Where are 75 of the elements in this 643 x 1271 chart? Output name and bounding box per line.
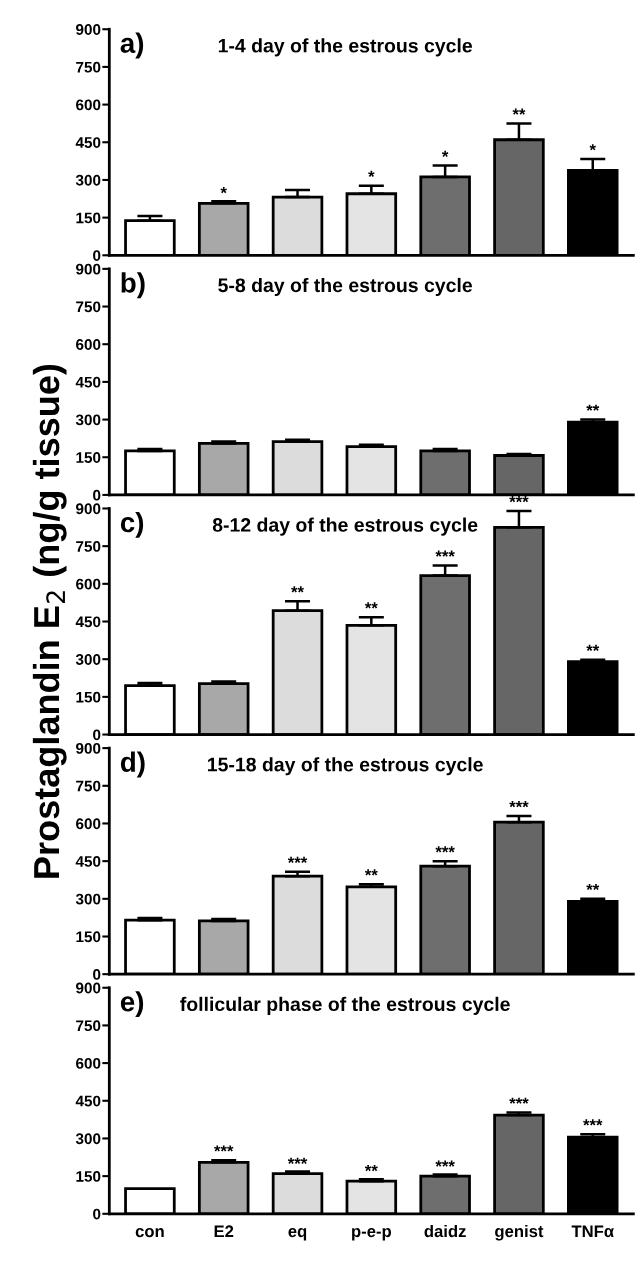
chart-title: 15-18 day of the estrous cycle (208, 757, 483, 776)
y-tick-label: 600 (76, 99, 101, 111)
y-tick-label: 750 (76, 541, 101, 552)
y-tick-label: 0 (93, 1208, 101, 1220)
annotation: e) (120, 991, 144, 1018)
y-tick-label: 300 (75, 893, 101, 905)
y-tick-label: 450 (75, 376, 101, 388)
y-tick-label: 150 (76, 1171, 101, 1182)
y-tick-label: 900 (76, 24, 101, 35)
annotation: *** (435, 550, 455, 557)
y-tick-label: 150 (76, 691, 101, 703)
y-tick-label: 900 (76, 742, 101, 754)
y-tick-label: 450 (75, 1095, 101, 1107)
y-tick-label: 0 (93, 729, 101, 741)
x-tick-label: TNFα (571, 1225, 614, 1238)
chart-title: 8-12 day of the estrous cycle (212, 517, 478, 536)
x-tick-label: eq (288, 1228, 307, 1241)
annotation: c) (120, 511, 144, 538)
x-tick-label: daidz (424, 1224, 466, 1238)
x-tick-label: genist (495, 1224, 544, 1241)
chart-title: follicular phase of the estrous cycle (180, 996, 510, 1015)
annotation: *** (509, 801, 529, 808)
y-tick-label: 900 (76, 503, 101, 515)
annotation: b) (121, 272, 145, 299)
annotation: ** (364, 602, 378, 609)
annotation: ** (364, 869, 378, 876)
annotation: *** (435, 846, 455, 853)
x-tick-label: con (135, 1228, 164, 1238)
annotation: * (220, 187, 227, 194)
y-axis-title: Prostaglandin E$_{2}$ (ng/g tissue) (32, 364, 67, 878)
y-tick-label: 600 (76, 339, 101, 350)
y-tick-label: 150 (76, 452, 101, 463)
annotation: ** (586, 883, 600, 891)
y-tick-label: 150 (76, 212, 101, 224)
x-tick-label: p-e-p (352, 1228, 392, 1241)
y-tick-label: 450 (75, 137, 101, 148)
y-tick-label: 300 (75, 174, 101, 186)
y-tick-label: 0 (93, 489, 101, 501)
annotation: *** (509, 496, 529, 503)
y-tick-label: 750 (76, 61, 101, 73)
annotation: * (441, 150, 449, 157)
annotation: ** (291, 586, 304, 593)
annotation: ** (364, 1164, 378, 1172)
y-tick-label: 600 (76, 1057, 101, 1069)
y-tick-label: 300 (75, 414, 101, 426)
y-tick-label: 750 (76, 1020, 101, 1032)
annotation: *** (287, 856, 308, 863)
annotation: *** (214, 1145, 234, 1152)
y-tick-label: 600 (76, 578, 101, 590)
y-tick-label: 600 (76, 818, 101, 830)
y-tick-label: 750 (76, 780, 101, 792)
y-tick-label: 300 (75, 654, 101, 665)
annotation: *** (509, 1097, 529, 1104)
annotation: a) (120, 32, 144, 59)
annotation: ** (586, 644, 600, 651)
annotation: d) (120, 751, 145, 778)
y-tick-label: 150 (76, 931, 101, 943)
y-tick-label: 450 (75, 616, 101, 628)
y-tick-label: 0 (93, 969, 101, 980)
y-tick-label: 0 (93, 250, 101, 261)
annotation: ** (586, 404, 600, 411)
chart-title: 5-8 day of the estrous cycle (218, 277, 472, 297)
y-tick-label: 900 (76, 263, 101, 275)
x-tick-label: E2 (214, 1225, 234, 1237)
y-tick-label: 450 (75, 856, 101, 867)
annotation: ** (512, 108, 526, 115)
annotation: * (589, 144, 596, 151)
annotation: *** (435, 1160, 455, 1167)
y-tick-label: 300 (75, 1133, 101, 1145)
chart-title: 1-4 day of the estrous cycle (218, 38, 472, 57)
y-tick-label: 750 (76, 301, 101, 313)
annotation: * (368, 170, 375, 177)
annotation: *** (583, 1119, 603, 1126)
y-tick-label: 900 (76, 982, 101, 994)
annotation: *** (287, 1157, 308, 1164)
